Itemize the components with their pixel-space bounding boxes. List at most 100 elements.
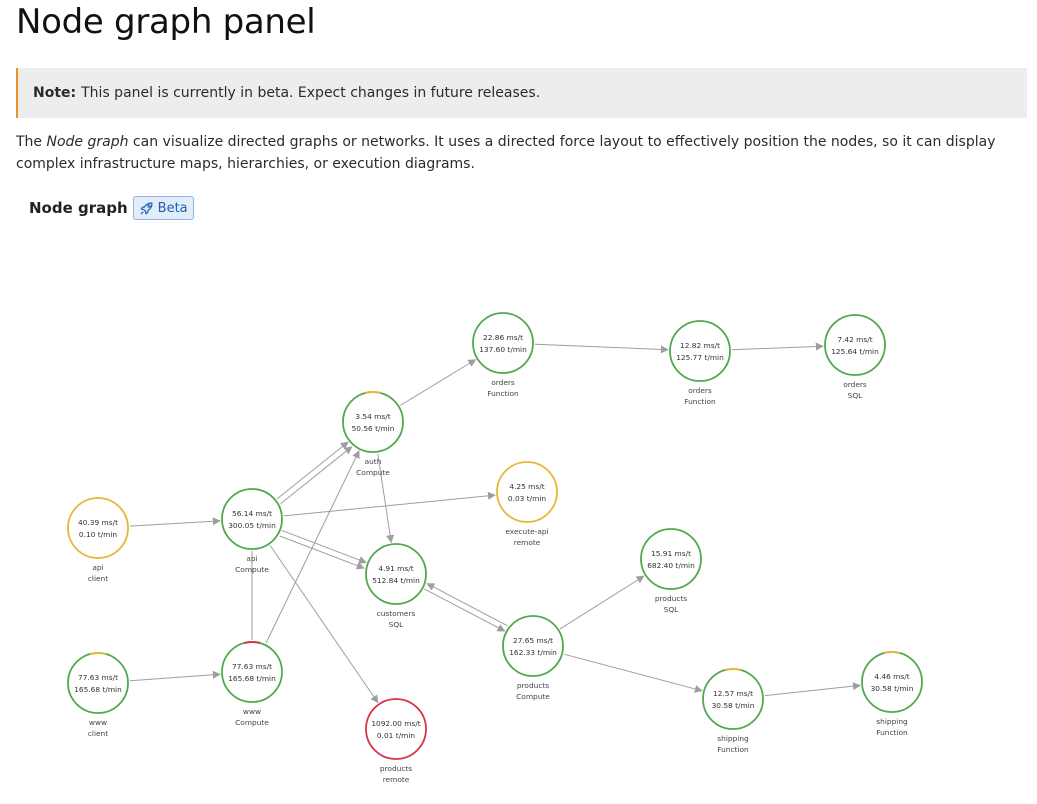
edge-api-compute-to-auth-compute[interactable] [280,446,353,505]
edge-api-compute-to-execute-api-remote[interactable] [283,491,496,517]
node-stat-throughput: 125.77 t/min [676,353,724,362]
node-stat-throughput: 682.40 t/min [647,561,695,570]
node-title: customers [377,609,416,618]
edge-customers-sql-to-products-compute[interactable] [424,588,506,632]
node-title: api [92,563,103,572]
node-title: shipping [717,734,749,743]
node-circle[interactable] [502,615,564,677]
edge-api-compute-to-auth-compute[interactable] [276,441,349,500]
node-circle[interactable] [669,320,731,382]
node-subtitle: Compute [235,718,269,727]
node-api-compute[interactable]: 56.14 ms/t 300.05 t/min api Compute [221,488,283,574]
node-products-remote[interactable]: 1092.00 ms/t 0.01 t/min products remote [365,698,427,784]
panel-title: Node graph [29,199,128,217]
node-stat-throughput: 137.60 t/min [479,345,527,354]
edge-shipping-function-1-to-shipping-function-2[interactable] [764,682,861,697]
node-status-arc [364,391,382,394]
node-subtitle: client [88,729,108,738]
node-circle[interactable] [365,543,427,605]
node-shipping-function-2[interactable]: 4.46 ms/t 30.58 t/min shipping Function [861,651,923,737]
node-title: products [517,681,549,690]
node-circle[interactable] [342,391,404,453]
node-subtitle: SQL [389,620,405,629]
node-execute-api-remote[interactable]: 4.25 ms/t 0.03 t/min execute-api remote [496,461,558,547]
node-stat-throughput: 50.56 t/min [352,424,395,433]
node-circle[interactable] [496,461,558,523]
edge-www-client-to-www-compute[interactable] [129,670,221,682]
node-circle[interactable] [861,651,923,713]
node-stat-latency: 77.63 ms/t [232,662,272,671]
node-circle[interactable] [221,488,283,550]
node-subtitle: Function [876,728,908,737]
beta-badge-label: Beta [157,200,188,216]
node-products-sql[interactable]: 15.91 ms/t 682.40 t/min products SQL [640,528,702,614]
edge-auth-compute-to-customers-sql[interactable] [377,453,395,544]
panel-header: Node graph Beta [29,196,194,220]
node-status-arc [89,652,107,655]
node-stat-latency: 4.25 ms/t [509,482,544,491]
description: The Node graph can visualize directed gr… [16,131,1031,175]
node-stat-throughput: 30.58 t/min [712,701,755,710]
node-title: execute-api [505,527,548,536]
node-title: products [380,764,412,773]
node-subtitle: Function [717,745,749,754]
node-subtitle: Compute [235,565,269,574]
node-products-compute[interactable]: 27.65 ms/t 162.33 t/min products Compute [502,615,564,701]
node-circle[interactable] [702,668,764,730]
edge-api-compute-to-products-remote[interactable] [269,545,379,704]
node-stat-latency: 15.91 ms/t [651,549,691,558]
rocket-icon [140,201,153,214]
node-stat-latency: 12.82 ms/t [680,341,720,350]
node-subtitle: remote [383,775,410,784]
node-stat-latency: 7.42 ms/t [837,335,872,344]
node-circle[interactable] [640,528,702,590]
edge-api-compute-to-customers-sql[interactable] [279,535,365,570]
node-orders-function-2[interactable]: 12.82 ms/t 125.77 t/min orders Function [669,320,731,406]
node-stat-latency: 4.91 ms/t [378,564,413,573]
node-api-client[interactable]: 40.39 ms/t 0.10 t/min api client [67,497,129,583]
node-subtitle: Function [684,397,716,406]
node-www-compute[interactable]: 77.63 ms/t 165.68 t/min www Compute [221,641,283,727]
node-stat-throughput: 162.33 t/min [509,648,557,657]
node-stat-latency: 27.65 ms/t [513,636,553,645]
node-orders-sql[interactable]: 7.42 ms/t 125.64 t/min orders SQL [824,314,886,400]
node-auth-compute[interactable]: 3.54 ms/t 50.56 t/min auth Compute [342,391,404,477]
node-circle[interactable] [67,652,129,714]
node-stat-latency: 1092.00 ms/t [371,719,420,728]
edge-products-compute-to-shipping-function-1[interactable] [563,653,703,693]
node-orders-function-1[interactable]: 22.86 ms/t 137.60 t/min orders Function [472,312,534,398]
edge-products-compute-to-products-sql[interactable] [559,575,645,630]
node-circle[interactable] [824,314,886,376]
node-title: orders [491,378,515,387]
node-stat-throughput: 0.10 t/min [79,530,117,539]
edge-auth-compute-to-orders-function-1[interactable] [400,359,477,406]
node-stat-throughput: 125.64 t/min [831,347,879,356]
node-circle[interactable] [472,312,534,374]
node-title: orders [688,386,712,395]
edge-orders-function-2-to-orders-sql[interactable] [731,342,824,351]
node-subtitle: client [88,574,108,583]
node-www-client[interactable]: 77.63 ms/t 165.68 t/min www client [67,652,129,738]
edge-www-compute-to-auth-compute[interactable] [265,450,360,644]
edge-products-compute-to-customers-sql[interactable] [426,583,508,627]
node-customers-sql[interactable]: 4.91 ms/t 512.84 t/min customers SQL [365,543,427,629]
node-stat-throughput: 512.84 t/min [372,576,420,585]
node-circle[interactable] [221,641,283,703]
edge-api-compute-to-customers-sql[interactable] [281,529,367,564]
beta-note: Note: This panel is currently in beta. E… [16,68,1027,118]
node-subtitle: SQL [664,605,680,614]
node-circle[interactable] [365,698,427,760]
node-stat-throughput: 0.01 t/min [377,731,415,740]
edge-api-client-to-api-compute[interactable] [129,517,221,527]
edge-orders-function-1-to-orders-function-2[interactable] [534,343,669,354]
node-status-arc [243,641,261,644]
node-circle[interactable] [67,497,129,559]
node-stat-throughput: 300.05 t/min [228,521,276,530]
node-title: www [243,707,261,716]
node-shipping-function-1[interactable]: 12.57 ms/t 30.58 t/min shipping Function [702,668,764,754]
node-title: api [246,554,257,563]
node-subtitle: remote [514,538,541,547]
node-stat-latency: 56.14 ms/t [232,509,272,518]
